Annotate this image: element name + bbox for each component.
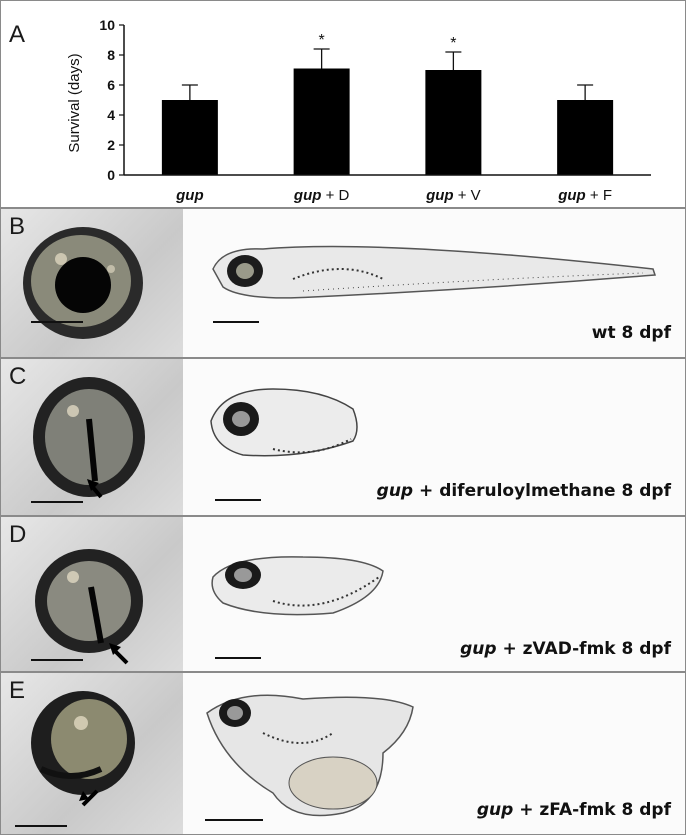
eye-closeup-image xyxy=(1,359,183,515)
y-axis: 0 2 4 6 8 10 xyxy=(99,17,125,183)
scale-bar xyxy=(31,659,83,661)
significance-marker: * xyxy=(319,32,325,49)
larva-drawing xyxy=(210,388,358,457)
eye-drawing xyxy=(35,549,143,665)
larva-drawing xyxy=(206,694,414,817)
x-axis: gup gup + D gup + V gup + F xyxy=(124,174,651,204)
panel-label-c: C xyxy=(9,363,27,390)
bar xyxy=(425,70,482,175)
error-bar xyxy=(313,48,330,69)
arrow-icon xyxy=(81,789,99,807)
image-panel-c: C gup + diferuloylmethane 8 dpf xyxy=(0,358,686,516)
y-tick-label: 4 xyxy=(107,107,115,123)
significance-marker: * xyxy=(450,35,456,52)
image-panel-d: D gup + zVAD-fmk 8 dpf xyxy=(0,516,686,672)
error-bar xyxy=(577,84,594,100)
eye-drawing xyxy=(33,377,145,499)
y-tick-label: 2 xyxy=(107,137,115,153)
scale-bar xyxy=(31,321,83,323)
panel-label-e: E xyxy=(9,677,26,704)
eye-closeup-image xyxy=(1,673,183,834)
larva-image xyxy=(183,209,685,357)
error-bar xyxy=(445,51,462,70)
eye-drawing xyxy=(23,227,143,339)
larva-image xyxy=(183,517,685,671)
bar xyxy=(557,100,614,175)
scale-bar xyxy=(31,501,83,503)
y-axis-label: Survival (days) xyxy=(66,53,83,152)
panel-label-d: D xyxy=(9,521,27,548)
panel-caption-d: gup + zVAD-fmk 8 dpf xyxy=(460,639,671,659)
y-tick-label: 10 xyxy=(99,17,115,33)
panel-label-a: A xyxy=(9,21,26,48)
error-bar xyxy=(181,84,198,100)
scale-bar xyxy=(15,825,67,827)
larva-drawing xyxy=(212,245,657,299)
eye-drawing xyxy=(31,691,135,807)
x-tick-label: gup + D xyxy=(293,187,350,204)
panel-label-b: B xyxy=(9,213,26,240)
panel-caption-c: gup + diferuloylmethane 8 dpf xyxy=(376,481,671,501)
image-panel-e: E gup + zFA-fmk 8 dpf xyxy=(0,672,686,835)
scale-bar xyxy=(213,321,259,323)
scale-bar xyxy=(205,819,263,821)
y-tick-label: 8 xyxy=(107,47,115,63)
panel-caption-b: wt 8 dpf xyxy=(591,323,671,343)
scale-bar xyxy=(215,499,261,501)
y-tick-label: 0 xyxy=(107,167,115,183)
x-tick-label: gup + V xyxy=(425,187,481,204)
y-tick-label: 6 xyxy=(107,77,115,93)
larva-image xyxy=(183,673,685,834)
x-tick-label: gup + F xyxy=(557,187,612,204)
image-panel-b: B wt 8 dpf xyxy=(0,208,686,358)
bar xyxy=(293,68,350,175)
bar xyxy=(161,100,218,175)
eye-closeup-image xyxy=(1,517,183,671)
eye-closeup-image xyxy=(1,209,183,357)
scale-bar xyxy=(215,657,261,659)
panel-caption-e: gup + zFA-fmk 8 dpf xyxy=(476,800,671,820)
x-tick-label: gup xyxy=(175,187,204,204)
larva-drawing xyxy=(211,556,384,616)
larva-image xyxy=(183,359,685,515)
bars: * * xyxy=(161,32,614,175)
